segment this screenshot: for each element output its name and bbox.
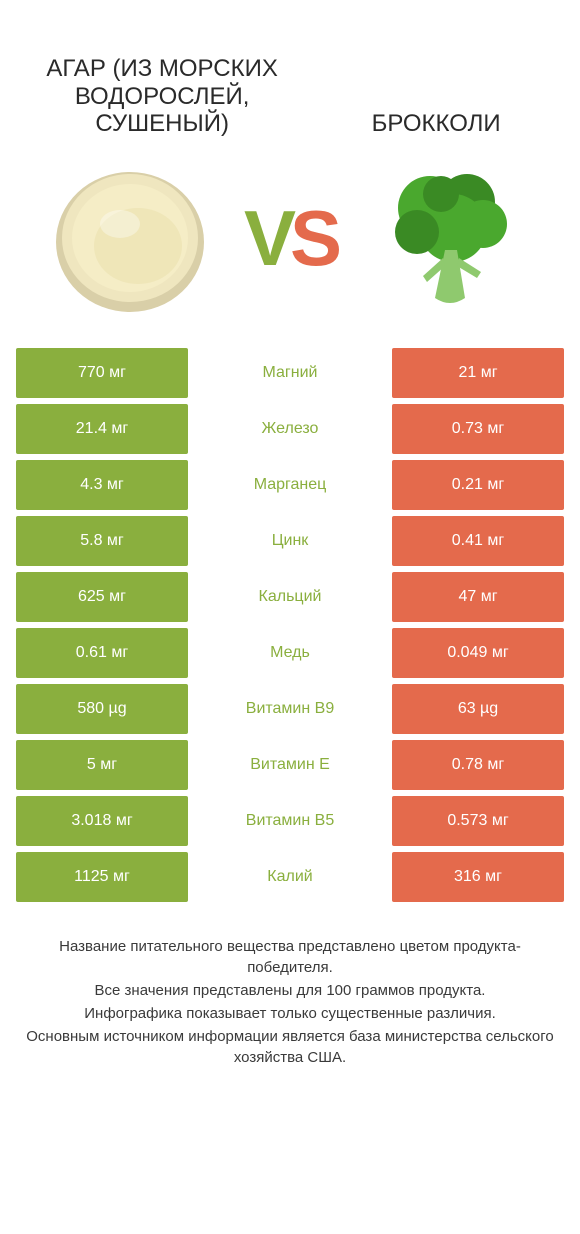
table-row: 21.4 мгЖелезо0.73 мг — [16, 404, 564, 454]
value-right: 0.78 мг — [392, 740, 564, 790]
value-left: 4.3 мг — [16, 460, 188, 510]
value-left: 580 µg — [16, 684, 188, 734]
value-right: 0.21 мг — [392, 460, 564, 510]
nutrient-label: Марганец — [188, 460, 392, 510]
table-row: 4.3 мгМарганец0.21 мг — [16, 460, 564, 510]
table-row: 1125 мгКалий316 мг — [16, 852, 564, 902]
broccoli-icon — [375, 158, 525, 318]
table-row: 580 µgВитамин B963 µg — [16, 684, 564, 734]
value-left: 5.8 мг — [16, 516, 188, 566]
nutrient-label: Калий — [188, 852, 392, 902]
nutrient-label: Витамин B5 — [188, 796, 392, 846]
nutrient-label: Витамин E — [188, 740, 392, 790]
table-row: 5 мгВитамин E0.78 мг — [16, 740, 564, 790]
value-right: 47 мг — [392, 572, 564, 622]
nutrient-label: Витамин B9 — [188, 684, 392, 734]
images-row: VS — [16, 148, 564, 328]
value-right: 0.049 мг — [392, 628, 564, 678]
vs-label: VS — [244, 199, 336, 277]
title-right: БРОККОЛИ — [308, 110, 564, 138]
broccoli-image — [336, 158, 564, 318]
agar-bowl-icon — [50, 158, 210, 318]
table-row: 770 мгМагний21 мг — [16, 348, 564, 398]
nutrient-table: 770 мгМагний21 мг 21.4 мгЖелезо0.73 мг 4.3… — [16, 348, 564, 902]
value-left: 625 мг — [16, 572, 188, 622]
value-right: 316 мг — [392, 852, 564, 902]
value-left: 1125 мг — [16, 852, 188, 902]
vs-v: V — [244, 194, 290, 282]
footnote-line: Название питательного вещества представл… — [24, 936, 556, 978]
value-left: 3.018 мг — [16, 796, 188, 846]
nutrient-label: Кальций — [188, 572, 392, 622]
footnote-line: Инфографика показывает только существенн… — [24, 1003, 556, 1024]
vs-s: S — [290, 194, 336, 282]
value-left: 21.4 мг — [16, 404, 188, 454]
value-right: 0.41 мг — [392, 516, 564, 566]
table-row: 625 мгКальций47 мг — [16, 572, 564, 622]
title-left: АГАР (ИЗ МОРСКИХ ВОДОРОСЛЕЙ, СУШЕНЫЙ) — [16, 55, 308, 138]
table-row: 3.018 мгВитамин B50.573 мг — [16, 796, 564, 846]
value-right: 0.573 мг — [392, 796, 564, 846]
footnote-line: Основным источником информации является … — [24, 1026, 556, 1068]
value-left: 5 мг — [16, 740, 188, 790]
footnote-line: Все значения представлены для 100 граммо… — [24, 980, 556, 1001]
titles-row: АГАР (ИЗ МОРСКИХ ВОДОРОСЛЕЙ, СУШЕНЫЙ) БР… — [16, 18, 564, 138]
value-left: 0.61 мг — [16, 628, 188, 678]
table-row: 5.8 мгЦинк0.41 мг — [16, 516, 564, 566]
value-right: 21 мг — [392, 348, 564, 398]
value-right: 63 µg — [392, 684, 564, 734]
nutrient-label: Цинк — [188, 516, 392, 566]
value-left: 770 мг — [16, 348, 188, 398]
table-row: 0.61 мгМедь0.049 мг — [16, 628, 564, 678]
nutrient-label: Железо — [188, 404, 392, 454]
nutrient-label: Магний — [188, 348, 392, 398]
value-right: 0.73 мг — [392, 404, 564, 454]
footnotes: Название питательного вещества представл… — [16, 936, 564, 1068]
infographic-root: АГАР (ИЗ МОРСКИХ ВОДОРОСЛЕЙ, СУШЕНЫЙ) БР… — [0, 0, 580, 1094]
nutrient-label: Медь — [188, 628, 392, 678]
agar-image — [16, 158, 244, 318]
